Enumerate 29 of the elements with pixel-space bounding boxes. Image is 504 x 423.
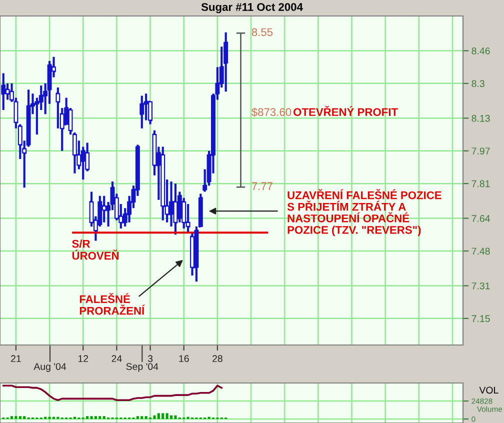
y-axis-title: VOL xyxy=(479,386,498,394)
y-tick-label: 7.97 xyxy=(472,148,490,154)
y-tick-label: 7.31 xyxy=(472,282,490,290)
y-tick-label: 7.15 xyxy=(472,315,490,322)
x-tick-label: 12 xyxy=(78,355,88,362)
y-tick-label: 7.64 xyxy=(472,215,490,222)
line-series xyxy=(2,384,223,402)
annotation: OTEVŘENÝ PROFIT xyxy=(294,106,398,116)
ref-line-label: S/R ÚROVEŇ xyxy=(72,240,119,260)
text: Aug '04 xyxy=(34,363,66,372)
y-tick-label: 8.46 xyxy=(472,47,490,54)
y-tick-label: 8.13 xyxy=(472,114,490,122)
text: Sep '04 xyxy=(126,363,158,372)
y-tick-label: 7.81 xyxy=(472,180,490,188)
x-tick-label: 24 xyxy=(112,355,122,362)
x-tick-label: 21 xyxy=(11,355,21,362)
y-tick-label: 8.3 xyxy=(472,80,484,88)
x-tick-label: 3 xyxy=(148,355,153,362)
chart-title: Sugar #11 Oct 2004 xyxy=(201,3,303,14)
x-tick-label: 16 xyxy=(179,355,189,362)
annotation: FALEŠNÉ PRORAŽENÍ xyxy=(80,293,145,315)
x-tick-label: 28 xyxy=(212,355,222,362)
y-tick-label: 7.48 xyxy=(472,248,490,255)
candlestick xyxy=(173,182,178,236)
annotation: 7.77 xyxy=(252,182,272,190)
candlestick xyxy=(160,146,166,222)
candlestick xyxy=(102,194,106,224)
annotation: UZAVŘENÍ FALEŠNÉ POZICE S PŘIJETÍM ZTRÁTY A NASTOUPENÍ OPAČNÉ POZICE (TZV. "REVERS") xyxy=(287,189,442,236)
annotation: 8.55 xyxy=(252,28,273,36)
